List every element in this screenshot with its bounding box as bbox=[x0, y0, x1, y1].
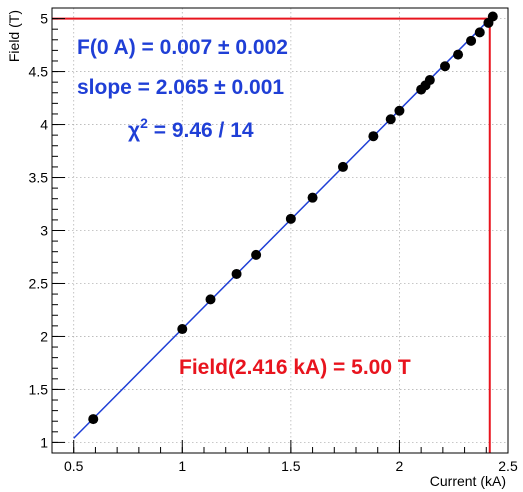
data-point bbox=[487, 11, 498, 22]
data-point bbox=[177, 324, 188, 335]
data-point bbox=[205, 294, 216, 305]
chi2-value: = 9.46 / 14 bbox=[148, 119, 254, 142]
x-tick-label: 1 bbox=[178, 458, 186, 474]
fit-slope-label: slope = 2.065 ± 0.001 bbox=[77, 76, 284, 99]
reference-field-label: Field(2.416 kA) = 5.00 T bbox=[179, 356, 411, 379]
y-tick-label: 1.5 bbox=[29, 381, 49, 397]
data-point bbox=[307, 192, 318, 203]
fit-intercept-label: F(0 A) = 0.007 ± 0.002 bbox=[77, 36, 288, 59]
data-point bbox=[88, 414, 99, 425]
chi2-exponent: 2 bbox=[140, 115, 148, 131]
data-point bbox=[285, 213, 296, 224]
data-point bbox=[385, 114, 396, 125]
x-axis-title: Current (kA) bbox=[430, 473, 506, 489]
fit-chi2-label: χ2 = 9.46 / 14 bbox=[128, 115, 254, 142]
data-point bbox=[466, 35, 477, 46]
data-point bbox=[440, 61, 451, 72]
y-axis-title: Field (T) bbox=[6, 10, 22, 62]
y-tick-label: 4.5 bbox=[29, 64, 49, 80]
data-point bbox=[474, 27, 485, 38]
data-point bbox=[337, 161, 348, 172]
chi2-symbol: χ bbox=[128, 119, 140, 142]
data-point bbox=[394, 105, 405, 116]
data-point bbox=[368, 131, 379, 142]
data-point bbox=[251, 249, 262, 260]
y-tick-label: 3 bbox=[40, 223, 48, 239]
data-point bbox=[424, 75, 435, 86]
x-tick-label: 0.5 bbox=[64, 458, 84, 474]
reference-lines bbox=[52, 17, 491, 453]
y-tick-label: 3.5 bbox=[29, 170, 49, 186]
data-point bbox=[453, 49, 464, 60]
x-tick-label: 2.5 bbox=[498, 458, 518, 474]
y-tick-label: 1 bbox=[40, 434, 48, 450]
x-tick-label: 2 bbox=[396, 458, 404, 474]
data-points bbox=[88, 11, 498, 425]
axis-ticks: 0.5 1 1.5 2 2.5 1 1.5 2 2.5 3 3.5 4 4.5 5 bbox=[29, 7, 518, 474]
y-tick-label: 4 bbox=[40, 117, 48, 133]
y-tick-label: 5 bbox=[40, 11, 48, 27]
y-tick-label: 2 bbox=[40, 328, 48, 344]
x-tick-label: 1.5 bbox=[281, 458, 301, 474]
y-tick-label: 2.5 bbox=[29, 275, 49, 291]
data-point bbox=[231, 268, 242, 279]
